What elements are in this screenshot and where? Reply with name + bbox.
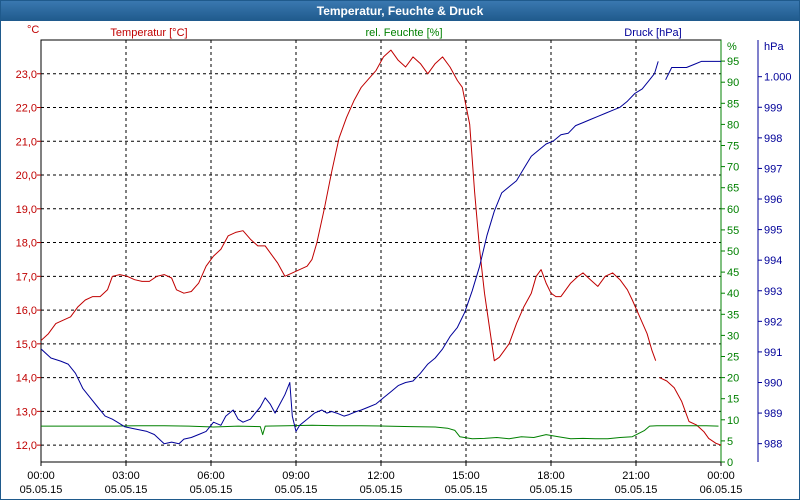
x-tick-time-label: 03:00 (112, 470, 140, 482)
press-axis-tick-label: 999 (764, 102, 782, 114)
press-axis-tick-label: 991 (764, 347, 782, 359)
x-tick-time-label: 12:00 (367, 470, 395, 482)
x-tick-date-label: 05.05.15 (530, 484, 573, 496)
temp-axis-tick-label: 13,0 (16, 406, 37, 418)
temp-axis-title: Temperatur [°C] (110, 27, 187, 39)
temp-axis-tick-label: 23,0 (16, 69, 37, 81)
pressure-line (665, 60, 721, 81)
press-axis-tick-label: 992 (764, 316, 782, 328)
pressure-line (41, 61, 659, 445)
press-axis-tick-label: 993 (764, 286, 782, 298)
press-axis-tick-label: 988 (764, 439, 782, 451)
press-axis-tick-label: 995 (764, 225, 782, 237)
hum-axis-tick-label: 10 (727, 415, 739, 427)
x-tick-time-label: 00:00 (707, 470, 735, 482)
press-axis-tick-label: 990 (764, 377, 782, 389)
hum-axis-tick-label: 55 (727, 225, 739, 237)
x-tick-date-label: 05.05.15 (615, 484, 658, 496)
temperature-line (41, 49, 657, 362)
temp-axis-tick-label: 19,0 (16, 204, 37, 216)
press-axis-tick-label: 998 (764, 133, 782, 145)
x-tick-time-label: 09:00 (282, 470, 310, 482)
x-tick-time-label: 00:00 (27, 470, 55, 482)
temp-axis-tick-label: 20,0 (16, 170, 37, 182)
humidity-line (41, 424, 719, 440)
x-tick-date-label: 05.05.15 (190, 484, 233, 496)
temp-axis-unit: °C (27, 24, 39, 36)
press-axis-title: Druck [hPa] (624, 27, 681, 39)
temp-axis-tick-label: 18,0 (16, 238, 37, 250)
x-tick-date-label: 05.05.15 (105, 484, 148, 496)
x-tick-time-label: 15:00 (452, 470, 480, 482)
hum-axis-unit: % (727, 41, 737, 53)
hum-axis-tick-label: 60 (727, 204, 739, 216)
press-axis-tick-label: 1.000 (764, 72, 792, 84)
hum-axis-tick-label: 80 (727, 119, 739, 131)
temp-axis-tick-label: 22,0 (16, 103, 37, 115)
hum-axis-tick-label: 75 (727, 141, 739, 153)
press-axis-tick-label: 989 (764, 408, 782, 420)
x-tick-date-label: 05.05.15 (275, 484, 318, 496)
x-tick-time-label: 18:00 (537, 470, 565, 482)
hum-axis-tick-label: 0 (727, 457, 733, 469)
hum-axis-tick-label: 20 (727, 373, 739, 385)
hum-axis-tick-label: 50 (727, 246, 739, 258)
x-tick-time-label: 06:00 (197, 470, 225, 482)
temp-axis-tick-label: 14,0 (16, 373, 37, 385)
temp-axis-tick-label: 16,0 (16, 305, 37, 317)
chart-plot: 00:00 05.05.15 03:00 05.05.15 06:00 05.05.15 0… (16, 24, 792, 496)
x-tick-date-label: 06.05.15 (700, 484, 743, 496)
hum-axis-tick-label: 30 (727, 330, 739, 342)
temp-axis-tick-label: 21,0 (16, 136, 37, 148)
chart-title: Temperatur, Feuchte & Druck (1, 1, 799, 21)
press-axis-tick-label: 994 (764, 255, 782, 267)
x-tick-date-label: 05.05.15 (20, 484, 63, 496)
hum-axis-tick-label: 25 (727, 352, 739, 364)
x-tick-date-label: 05.05.15 (445, 484, 488, 496)
press-axis-tick-label: 996 (764, 194, 782, 206)
hum-axis-title: rel. Feuchte [%] (365, 27, 442, 39)
hum-axis-tick-label: 90 (727, 77, 739, 89)
hum-axis-tick-label: 95 (727, 56, 739, 68)
hum-axis-tick-label: 15 (727, 394, 739, 406)
x-tick-date-label: 05.05.15 (360, 484, 403, 496)
temperature-line (659, 377, 721, 446)
hum-axis-tick-label: 85 (727, 98, 739, 110)
press-axis-unit: hPa (764, 41, 784, 53)
press-axis-tick-label: 997 (764, 163, 782, 175)
x-tick-time-label: 21:00 (622, 470, 650, 482)
hum-axis-tick-label: 65 (727, 183, 739, 195)
temp-axis-tick-label: 12,0 (16, 440, 37, 452)
temp-axis-tick-label: 15,0 (16, 339, 37, 351)
hum-axis-tick-label: 40 (727, 288, 739, 300)
hum-axis-tick-label: 35 (727, 309, 739, 321)
temp-axis-tick-label: 17,0 (16, 271, 37, 283)
hum-axis-tick-label: 45 (727, 267, 739, 279)
hum-axis-tick-label: 70 (727, 162, 739, 174)
hum-axis-tick-label: 5 (727, 436, 733, 448)
